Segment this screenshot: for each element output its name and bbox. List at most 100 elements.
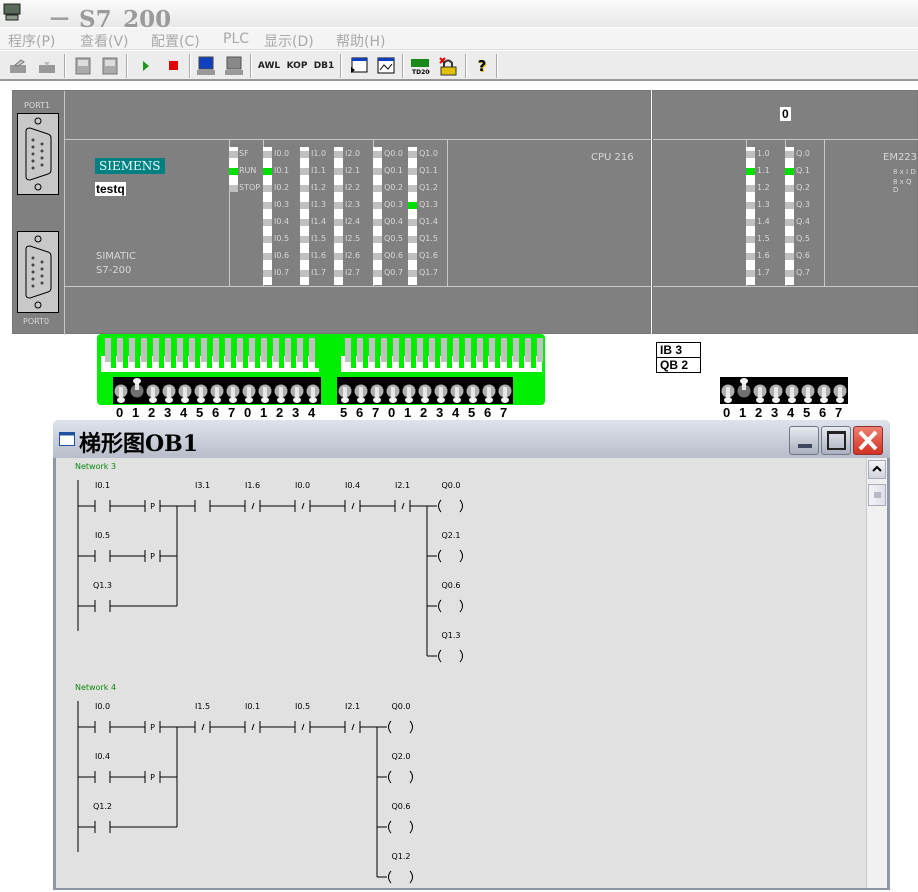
monitor-icon[interactable] — [196, 56, 216, 76]
toggle-switch[interactable] — [401, 377, 417, 404]
terminal-pin — [381, 338, 387, 362]
menu-display[interactable]: 显示(D) — [264, 34, 314, 50]
led-i04 — [263, 219, 272, 226]
help-icon[interactable]: ? — [477, 57, 487, 75]
led-label: I0.1 — [274, 166, 290, 175]
toggle-switch[interactable] — [417, 377, 433, 404]
terminal-pin — [261, 338, 267, 362]
siemens-logo: SIEMENS — [95, 158, 165, 174]
menu-plc[interactable]: PLC — [223, 31, 250, 47]
coil-icon — [459, 549, 463, 563]
td200-icon[interactable]: TD200 — [410, 56, 430, 76]
toggle-switch[interactable] — [145, 377, 161, 404]
db1-file-icon[interactable] — [100, 56, 120, 76]
led-q00 — [373, 151, 382, 158]
toggle-switch[interactable] — [816, 377, 832, 404]
coil-address: Q0.6 — [391, 802, 410, 811]
toggle-switch[interactable] — [800, 377, 816, 404]
wire — [301, 723, 305, 731]
toggle-switch[interactable] — [784, 377, 800, 404]
monitor-off-icon[interactable] — [224, 56, 244, 76]
switch-label: 7 — [835, 405, 843, 420]
coil-address: Q2.0 — [391, 752, 410, 761]
switch-label: 5 — [196, 405, 204, 420]
db1-button[interactable]: DB1 — [313, 61, 335, 71]
menu-config[interactable]: 配置(C) — [151, 34, 200, 50]
ladder-window-titlebar[interactable]: 梯形图OB1 — [53, 420, 890, 458]
scroll-up-button[interactable] — [868, 460, 886, 479]
toggle-switch[interactable] — [305, 377, 321, 404]
toggle-switch[interactable] — [385, 377, 401, 404]
toggle-switch[interactable] — [497, 377, 513, 404]
terminal-pin — [285, 338, 291, 362]
toggle-switch[interactable] — [289, 377, 305, 404]
plc-app-icon — [3, 3, 21, 21]
port1-connector[interactable] — [17, 113, 59, 195]
exp-column-strip — [785, 147, 794, 285]
toggle-switch[interactable] — [113, 377, 129, 404]
kop-button[interactable]: KOP — [286, 61, 308, 71]
toggle-switch[interactable] — [832, 377, 848, 404]
toggle-switch[interactable] — [337, 377, 353, 404]
maximize-button[interactable] — [821, 426, 851, 455]
run-icon[interactable] — [136, 56, 156, 76]
cpu-type-label: CPU 216 — [591, 152, 634, 163]
trend-icon[interactable] — [376, 56, 396, 76]
ob1-icon[interactable] — [73, 56, 93, 76]
scroll-thumb[interactable] — [868, 484, 886, 506]
toggle-switch[interactable] — [369, 377, 385, 404]
switch-lever-icon — [402, 384, 416, 403]
led-label: Q.1 — [796, 166, 810, 175]
toggle-switch[interactable] — [768, 377, 784, 404]
divider — [229, 139, 230, 286]
chevron-up-icon — [872, 465, 882, 472]
ladder-editor[interactable]: I0.1 P I0.5 P Q1.3 I3.1 I1.6 I0.0 I0.4 I2.1 Q0.0 Q2… — [56, 458, 866, 888]
led-label: Q1.6 — [419, 251, 439, 260]
toggle-switch[interactable] — [481, 377, 497, 404]
switch-lever-icon — [162, 384, 176, 403]
toggle-switch[interactable] — [273, 377, 289, 404]
toggle-switch[interactable] — [465, 377, 481, 404]
toggle-switch[interactable] — [193, 377, 209, 404]
menu-program[interactable]: 程序(P) — [8, 34, 56, 50]
password-icon[interactable] — [438, 56, 458, 76]
toggle-switch[interactable] — [752, 377, 768, 404]
led-10 — [746, 151, 755, 158]
led-label: Q.4 — [796, 217, 810, 226]
download-icon[interactable] — [37, 56, 57, 76]
port0-connector[interactable] — [17, 231, 59, 313]
switch-label: 2 — [276, 405, 284, 420]
toggle-switch[interactable] — [161, 377, 177, 404]
close-button[interactable] — [853, 426, 883, 455]
led-i23 — [334, 202, 343, 209]
switch-label: 7 — [228, 405, 236, 420]
vertical-scrollbar[interactable] — [866, 458, 887, 888]
switch-label: 2 — [420, 405, 428, 420]
minimize-button[interactable] — [789, 426, 819, 455]
menu-help[interactable]: 帮助(H) — [336, 34, 386, 50]
toggle-switch[interactable] — [177, 377, 193, 404]
terminal-pin — [249, 338, 255, 362]
toggle-switch[interactable] — [129, 377, 145, 404]
awl-button[interactable]: AWL — [257, 61, 281, 71]
toggle-switch[interactable] — [720, 377, 736, 404]
toggle-switch[interactable] — [353, 377, 369, 404]
stop-icon[interactable] — [164, 56, 184, 76]
menu-view[interactable]: 查看(V) — [80, 34, 129, 50]
upload-icon[interactable] — [8, 56, 28, 76]
status-label: SF — [239, 149, 249, 158]
terminal-pin — [117, 338, 123, 362]
toggle-switch[interactable] — [225, 377, 241, 404]
led-label: I0.4 — [274, 217, 290, 226]
led-i05 — [263, 236, 272, 243]
toggle-switch[interactable] — [736, 377, 752, 404]
toggle-switch[interactable] — [257, 377, 273, 404]
toggle-switch[interactable] — [241, 377, 257, 404]
grip-icon — [874, 492, 881, 498]
toggle-switch[interactable] — [433, 377, 449, 404]
toggle-switch[interactable] — [209, 377, 225, 404]
switch-label: 3 — [436, 405, 444, 420]
toggle-switch[interactable] — [449, 377, 465, 404]
module-desc-out: 8 x Q D — [893, 178, 912, 194]
state-table-icon[interactable] — [349, 56, 369, 76]
